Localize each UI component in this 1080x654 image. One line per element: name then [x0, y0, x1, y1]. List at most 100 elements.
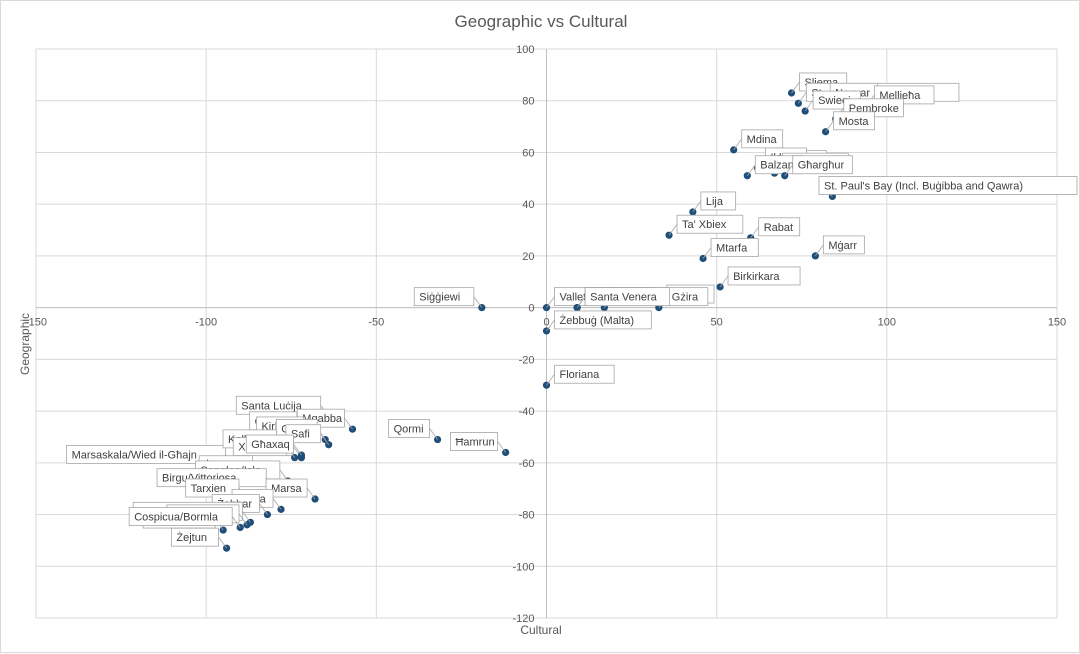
data-label: Rabat: [764, 222, 793, 234]
y-tick-label: -80: [519, 510, 535, 522]
data-label-box: [676, 214, 744, 234]
data-label-leader: [791, 81, 800, 94]
data-point: [222, 544, 231, 552]
data-label: Lija: [706, 196, 724, 208]
data-label-leader: [259, 503, 268, 515]
data-label-leader: [242, 511, 251, 523]
data-label: Swieqi: [818, 95, 850, 107]
data-label-leader: [546, 296, 555, 308]
data-label-leader: [293, 443, 302, 456]
data-label: Birkirkara: [733, 271, 780, 283]
data-label-leader: [804, 99, 814, 112]
y-tick-label: 80: [522, 96, 534, 108]
y-tick-label: -120: [512, 613, 534, 625]
data-label-box: [710, 238, 759, 257]
data-label-box: [554, 310, 652, 330]
data-label: Tarxien: [191, 483, 226, 495]
data-label-box: [388, 419, 430, 438]
data-label-box: [66, 445, 226, 464]
data-label-box: [792, 155, 853, 175]
data-label-leader: [546, 373, 555, 386]
data-label-leader: [546, 319, 555, 332]
data-label-box: [413, 287, 475, 307]
data-label-box: [265, 478, 308, 498]
data-label: Mtarfa: [716, 242, 748, 254]
data-label: Gżira: [672, 292, 699, 304]
x-tick-label: 50: [711, 317, 723, 329]
data-label-leader: [497, 441, 506, 453]
y-axis-label: Geographic: [18, 312, 32, 375]
data-label: Mdina: [747, 134, 778, 146]
data-label: Floriana: [560, 369, 601, 381]
data-label-box: [833, 111, 875, 131]
data-label-leader: [429, 428, 438, 440]
data-label-leader: [798, 92, 807, 104]
data-label-leader: [733, 138, 743, 151]
y-tick-label: -40: [519, 406, 535, 418]
y-tick-label: -60: [519, 458, 535, 470]
data-label-box: [818, 176, 1078, 195]
y-tick-label: -20: [519, 354, 535, 366]
data-label: Santa Venera: [590, 292, 658, 304]
data-point: [243, 521, 251, 529]
data-label-leader: [218, 536, 227, 549]
x-tick-label: 100: [878, 317, 896, 329]
x-tick-label: -150: [25, 317, 47, 329]
data-label: Balzan: [760, 160, 794, 172]
y-tick-label: 60: [522, 147, 534, 159]
data-label-leader: [231, 516, 241, 528]
data-label-box: [554, 364, 615, 384]
data-label-box: [170, 527, 219, 547]
data-label-leader: [746, 164, 756, 176]
data-label: Ta' Xbiex: [682, 219, 727, 231]
chart-title: Geographic vs Cultural: [454, 12, 628, 31]
data-label-leader: [815, 244, 824, 257]
data-label-box: [822, 235, 865, 255]
y-tick-label: 0: [528, 303, 534, 315]
data-label-leader: [784, 164, 794, 176]
data-label: Cospicua/Bormla: [134, 511, 219, 523]
data-label-box: [741, 129, 784, 149]
data-label-box: [128, 507, 233, 526]
y-tick-label: -100: [512, 561, 534, 573]
data-label: Marsaskala/Wied il-Għajn: [72, 449, 197, 461]
data-label-leader: [825, 120, 834, 132]
x-tick-label: 0: [543, 317, 549, 329]
data-label: Għaxaq: [251, 439, 290, 451]
y-tick-label: 100: [516, 44, 534, 56]
data-label: Mosta: [839, 116, 870, 128]
data-label-leader: [344, 417, 353, 430]
data-label-box: [727, 266, 801, 286]
data-label-leader: [692, 200, 702, 213]
x-tick-label: -100: [195, 317, 217, 329]
data-label: Ħamrun: [455, 436, 494, 448]
y-tick-label: 20: [522, 251, 534, 263]
data-label-leader: [719, 275, 729, 288]
data-label: Siġġiewi: [419, 292, 460, 304]
data-label-box: [245, 434, 294, 454]
data-label: St. Paul's Bay (Incl. Buġibba and Qawra): [824, 180, 1023, 192]
data-label: Safi: [291, 429, 310, 441]
data-label-leader: [238, 513, 248, 526]
data-label: Qormi: [394, 424, 424, 436]
data-label-leader: [702, 247, 712, 259]
data-label: Għargħur: [798, 160, 845, 172]
data-label: Santa Luċija: [241, 400, 302, 412]
data-label-leader: [668, 223, 678, 236]
data-label-leader: [320, 433, 330, 445]
data-point: [219, 526, 227, 534]
data-label-leader: [473, 296, 483, 308]
data-label: Żejtun: [176, 531, 207, 544]
data-label-leader: [576, 296, 586, 308]
data-label: Mġarr: [828, 240, 857, 252]
data-label: Marsa: [271, 483, 302, 495]
data-label: Żebbuġ (Malta): [560, 314, 635, 327]
data-label-box: [758, 217, 801, 237]
data-label-leader: [306, 487, 316, 500]
data-label-leader: [750, 226, 760, 239]
data-label-leader: [272, 498, 282, 510]
y-tick-label: 40: [522, 199, 534, 211]
data-label-box: [450, 432, 499, 451]
